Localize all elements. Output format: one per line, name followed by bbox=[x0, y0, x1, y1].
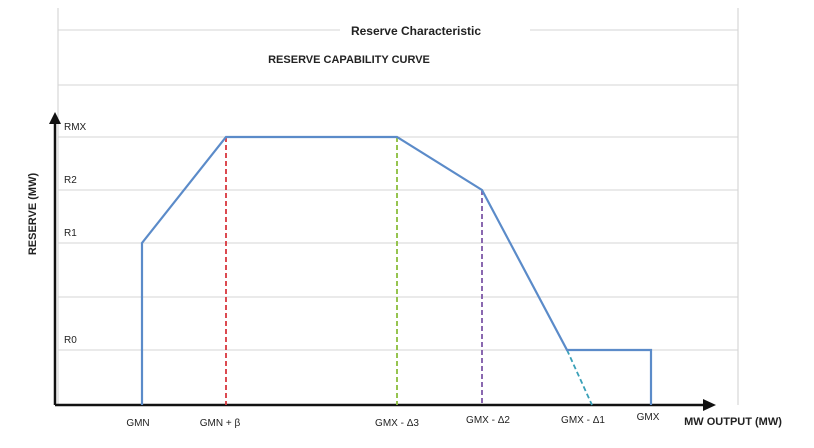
x-axis-arrow bbox=[703, 399, 716, 411]
chart-title: Reserve Characteristic bbox=[351, 24, 481, 38]
y-tick-label: R2 bbox=[64, 175, 77, 186]
y-axis-title: RESERVE (MW) bbox=[27, 173, 39, 256]
x-tick-labels: GMN GMN + β GMX - Δ3 GMX - Δ2 GMX - Δ1 GMX bbox=[126, 412, 659, 429]
y-tick-label: R1 bbox=[64, 228, 77, 239]
y-tick-label: RMX bbox=[64, 122, 87, 133]
x-tick-label: GMX - Δ3 bbox=[375, 418, 419, 429]
x-tick-label: GMN bbox=[126, 418, 149, 429]
chart-subtitle: RESERVE CAPABILITY CURVE bbox=[268, 54, 430, 66]
y-tick-labels: R0 R1 R2 RMX bbox=[64, 122, 87, 346]
x-tick-label: GMX bbox=[637, 412, 660, 423]
reserve-curve-line bbox=[140, 135, 653, 405]
y-axis-arrow bbox=[49, 112, 61, 124]
x-tick-label: GMX - Δ2 bbox=[466, 415, 510, 426]
x-tick-label: GMN + β bbox=[200, 418, 241, 429]
guide-line bbox=[566, 349, 593, 406]
x-axis-title: MW OUTPUT (MW) bbox=[684, 416, 782, 428]
x-tick-label: GMX - Δ1 bbox=[561, 415, 605, 426]
guide-lines bbox=[225, 137, 652, 406]
grid-lines bbox=[58, 29, 738, 351]
y-tick-label: R0 bbox=[64, 335, 77, 346]
title-backdrop bbox=[340, 20, 530, 40]
